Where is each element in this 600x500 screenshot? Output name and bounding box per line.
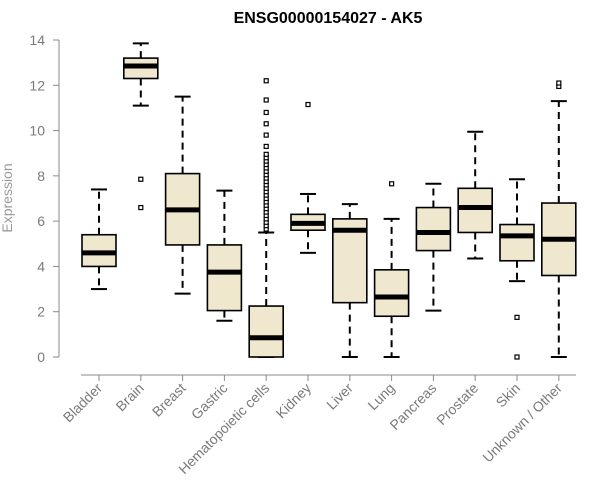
x-tick-label: Unknown / Other	[479, 380, 565, 466]
outlier-point	[514, 354, 520, 360]
x-tick-label: Breast	[149, 380, 189, 420]
x-tick-label: Kidney	[273, 380, 315, 422]
box	[415, 206, 452, 252]
box-group	[81, 188, 117, 291]
chart-title: ENSG00000154027 - AK5	[234, 10, 423, 27]
x-tick-label: Liver	[323, 380, 356, 413]
y-tick-label: 4	[37, 258, 45, 274]
outlier-point	[305, 101, 311, 108]
x-tick-label: Skin	[493, 380, 524, 411]
y-ticks: 0 2 4 6 8 10 12 14	[29, 32, 59, 365]
box	[457, 187, 494, 234]
outlier-point	[263, 109, 269, 116]
box-group	[290, 101, 326, 254]
y-tick-label: 10	[29, 123, 45, 139]
box-group	[499, 178, 535, 360]
y-tick-label: 8	[37, 168, 45, 184]
y-tick-label: 6	[37, 213, 45, 229]
box-group	[164, 95, 201, 295]
x-tick-label: Lung	[364, 380, 397, 413]
outlier-point	[138, 204, 144, 211]
box-group	[248, 78, 284, 358]
box-group	[540, 80, 577, 358]
y-tick-label: 0	[37, 349, 45, 365]
x-tick-label: Bladder	[60, 380, 106, 426]
x-tick-label: Brain	[112, 380, 146, 414]
box-group	[373, 181, 410, 358]
outlier-point	[263, 143, 269, 150]
outlier-point	[389, 181, 395, 187]
outlier-point	[263, 151, 269, 157]
y-tick-label: 12	[29, 77, 45, 93]
x-tick-label: Prostate	[433, 380, 481, 428]
box-group	[206, 189, 243, 322]
box	[499, 223, 535, 262]
outlier-point	[514, 314, 520, 320]
outlier-point	[263, 78, 269, 84]
box	[206, 244, 243, 312]
box-group	[415, 182, 452, 312]
outlier-point	[263, 132, 269, 138]
box	[248, 305, 284, 358]
outlier-point	[263, 97, 269, 103]
box-group	[457, 130, 494, 260]
outlier-point	[263, 121, 269, 127]
boxes	[81, 42, 577, 360]
box	[331, 218, 368, 304]
box	[373, 269, 410, 318]
outlier-point	[556, 80, 562, 86]
outlier-point	[138, 176, 144, 182]
y-tick-label: 14	[29, 32, 45, 48]
y-axis-title: Expression	[0, 163, 15, 232]
y-tick-label: 2	[37, 304, 45, 320]
box-group	[331, 203, 368, 358]
box-group	[123, 42, 159, 211]
